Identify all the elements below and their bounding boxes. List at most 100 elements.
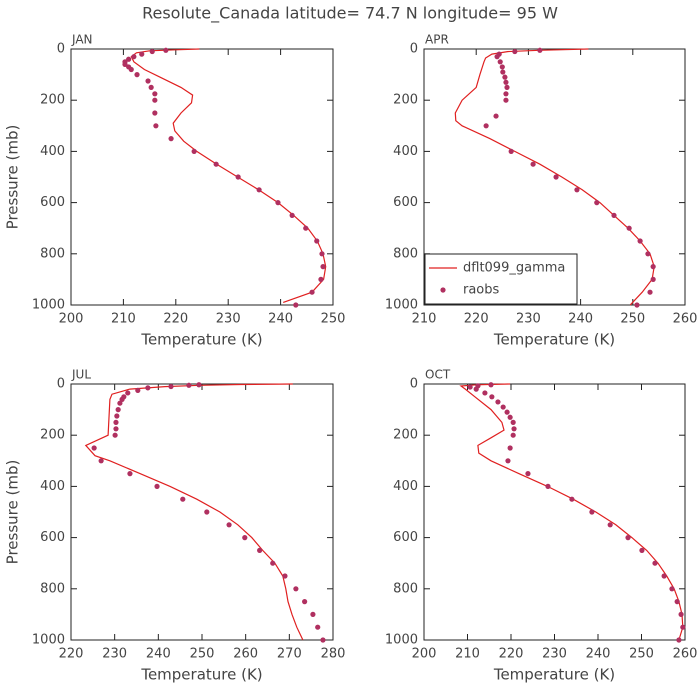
- obs-point: [545, 483, 551, 489]
- obs-point: [607, 522, 613, 528]
- obs-point: [634, 302, 640, 308]
- x-tick-label: 270: [277, 647, 302, 662]
- obs-point: [625, 535, 631, 541]
- obs-point: [119, 396, 125, 402]
- x-tick-label: 230: [216, 312, 241, 327]
- x-tick-label: 250: [629, 647, 654, 662]
- y-tick-label: 400: [40, 144, 65, 159]
- obs-point: [302, 599, 308, 605]
- obs-point: [180, 496, 186, 502]
- obs-point: [661, 573, 667, 579]
- chart-title: Resolute_Canada latitude= 74.7 N longitu…: [142, 4, 558, 24]
- panel-title: JUL: [71, 368, 91, 382]
- y-tick-label: 600: [393, 195, 418, 210]
- x-tick-label: 210: [412, 312, 437, 327]
- obs-point: [125, 390, 131, 396]
- obs-point: [505, 458, 511, 464]
- model-line: [459, 383, 684, 641]
- x-tick-label: 230: [102, 647, 127, 662]
- obs-point: [134, 72, 140, 78]
- x-tick-label: 250: [190, 647, 215, 662]
- obs-point: [674, 599, 680, 605]
- obs-point: [152, 91, 158, 97]
- y-tick-label: 600: [40, 195, 65, 210]
- obs-point: [154, 483, 160, 489]
- obs-point: [145, 78, 151, 84]
- obs-point: [289, 212, 295, 218]
- obs-point: [152, 110, 158, 116]
- obs-point: [98, 458, 104, 464]
- plot-frame: [70, 383, 334, 641]
- x-tick-label: 220: [163, 312, 188, 327]
- obs-point: [678, 611, 684, 618]
- y-tick-label: 0: [57, 377, 65, 392]
- obs-point: [589, 509, 595, 515]
- obs-point: [242, 535, 248, 541]
- y-tick-label: 400: [393, 479, 418, 494]
- obs-point: [145, 385, 151, 391]
- obs-point: [127, 471, 133, 477]
- obs-point: [503, 91, 509, 97]
- obs-point: [497, 59, 503, 65]
- obs-point: [500, 404, 506, 410]
- obs-point: [318, 276, 324, 282]
- obs-point: [163, 47, 169, 53]
- obs-point: [508, 148, 514, 154]
- x-tick-label: 280: [321, 647, 346, 662]
- obs-point: [574, 187, 580, 193]
- obs-point: [275, 200, 281, 206]
- obs-point: [473, 386, 479, 392]
- obs-point: [647, 289, 653, 295]
- obs-point: [507, 414, 513, 420]
- y-tick-label: 600: [40, 530, 65, 545]
- obs-point: [309, 289, 315, 295]
- obs-point: [213, 161, 219, 167]
- obs-point: [537, 47, 543, 53]
- x-tick-label: 230: [516, 312, 541, 327]
- obs-point: [503, 97, 509, 103]
- obs-point: [483, 123, 489, 129]
- obs-point: [168, 383, 174, 390]
- obs-point: [626, 225, 632, 231]
- x-tick-label: 220: [464, 312, 489, 327]
- panel-title: APR: [425, 33, 449, 47]
- obs-point: [113, 419, 119, 425]
- obs-point: [149, 48, 155, 55]
- y-tick-label: 0: [410, 377, 418, 392]
- x-tick-label: 210: [111, 312, 136, 327]
- model-line: [130, 48, 327, 303]
- x-axis-label: Temperature (K): [140, 331, 262, 349]
- plot-frame: [70, 48, 334, 306]
- obs-point: [493, 113, 499, 119]
- legend-label: dflt099_gamma: [463, 261, 565, 276]
- obs-point: [650, 264, 656, 270]
- obs-point: [512, 48, 518, 55]
- obs-point: [569, 496, 575, 502]
- y-tick-label: 600: [393, 530, 418, 545]
- x-tick-label: 240: [586, 647, 611, 662]
- y-tick-label: 200: [393, 428, 418, 443]
- obs-point: [488, 382, 494, 388]
- y-tick-label: 200: [40, 428, 65, 443]
- y-axis-label: Pressure (mb): [4, 125, 22, 230]
- y-tick-label: 800: [40, 581, 65, 596]
- obs-point: [494, 54, 500, 60]
- model-line: [84, 383, 304, 641]
- y-tick-label: 0: [57, 42, 65, 57]
- obs-point: [168, 136, 174, 142]
- y-tick-label: 1000: [385, 298, 418, 313]
- obs-point: [314, 238, 320, 244]
- y-tick-label: 1000: [32, 633, 65, 648]
- obs-point: [196, 382, 202, 388]
- obs-point: [293, 586, 299, 592]
- obs-point: [303, 225, 309, 231]
- y-tick-label: 200: [393, 93, 418, 108]
- y-tick-label: 400: [393, 144, 418, 159]
- y-tick-label: 200: [40, 93, 65, 108]
- obs-point: [131, 54, 137, 60]
- obs-point: [114, 413, 120, 419]
- obs-point: [676, 637, 682, 643]
- x-tick-label: 210: [455, 647, 480, 662]
- obs-point: [482, 390, 488, 396]
